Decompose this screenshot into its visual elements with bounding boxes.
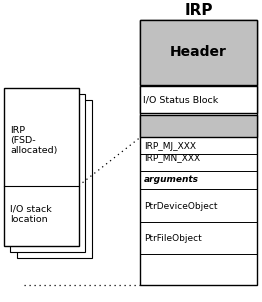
Text: IRP: IRP: [185, 3, 213, 18]
Bar: [140, 20, 257, 285]
Text: arguments: arguments: [144, 175, 199, 184]
Text: I/O stack
location: I/O stack location: [10, 205, 52, 224]
Bar: [140, 115, 257, 137]
Bar: [140, 20, 257, 85]
Text: IRP
(FSD-
allocated): IRP (FSD- allocated): [10, 126, 58, 155]
Bar: [17, 100, 92, 258]
Text: I/O Status Block: I/O Status Block: [143, 95, 218, 104]
Bar: [4, 88, 79, 246]
Text: PtrFileObject: PtrFileObject: [144, 234, 202, 243]
Text: IRP_MN_XXX: IRP_MN_XXX: [144, 153, 200, 162]
Bar: [10, 94, 85, 252]
Text: PtrDeviceObject: PtrDeviceObject: [144, 202, 218, 211]
Text: IRP_MJ_XXX: IRP_MJ_XXX: [144, 142, 196, 151]
Bar: [140, 86, 257, 113]
Text: Header: Header: [170, 45, 227, 59]
